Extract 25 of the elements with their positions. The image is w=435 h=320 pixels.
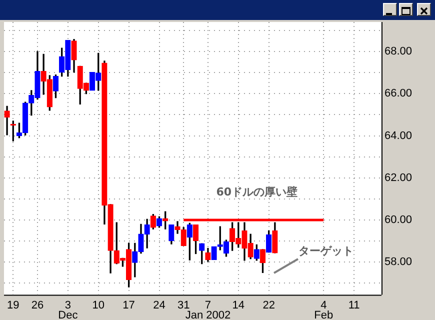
x-tick-label: 24 bbox=[153, 299, 166, 312]
x-tick-label: 7 bbox=[204, 299, 212, 312]
text: Jan 2002 bbox=[185, 309, 231, 320]
x-tick-label: 11 bbox=[348, 299, 360, 312]
text: Dec bbox=[58, 309, 78, 320]
y-tick-label: 62.00 bbox=[384, 172, 412, 184]
x-tick-label: 31 bbox=[177, 299, 190, 312]
x-tick-label: 10 bbox=[92, 299, 104, 312]
annotation: ターゲット bbox=[298, 244, 354, 258]
y-tick-label: 68.00 bbox=[384, 46, 412, 58]
candlestick bbox=[211, 246, 217, 260]
x-tick-label: 19 bbox=[7, 299, 20, 312]
x-tick-label: 14 bbox=[232, 299, 245, 312]
y-tick-label: 66.00 bbox=[384, 88, 412, 100]
x-tick-label: 17 bbox=[122, 299, 135, 312]
y-tick-label: 58.00 bbox=[384, 256, 412, 268]
candlestick bbox=[4, 106, 10, 136]
x-tick-label: 3 bbox=[64, 299, 71, 312]
x-tick-label: 22 bbox=[262, 299, 275, 312]
x-tick-label: 4 bbox=[320, 299, 327, 312]
annotation: 60ドルの厚い壁 bbox=[216, 185, 298, 198]
text: Feb bbox=[314, 309, 334, 320]
x-tick-label: 26 bbox=[31, 299, 44, 312]
y-tick-label: 64.00 bbox=[384, 130, 412, 142]
y-tick-label: 60.00 bbox=[384, 214, 412, 226]
